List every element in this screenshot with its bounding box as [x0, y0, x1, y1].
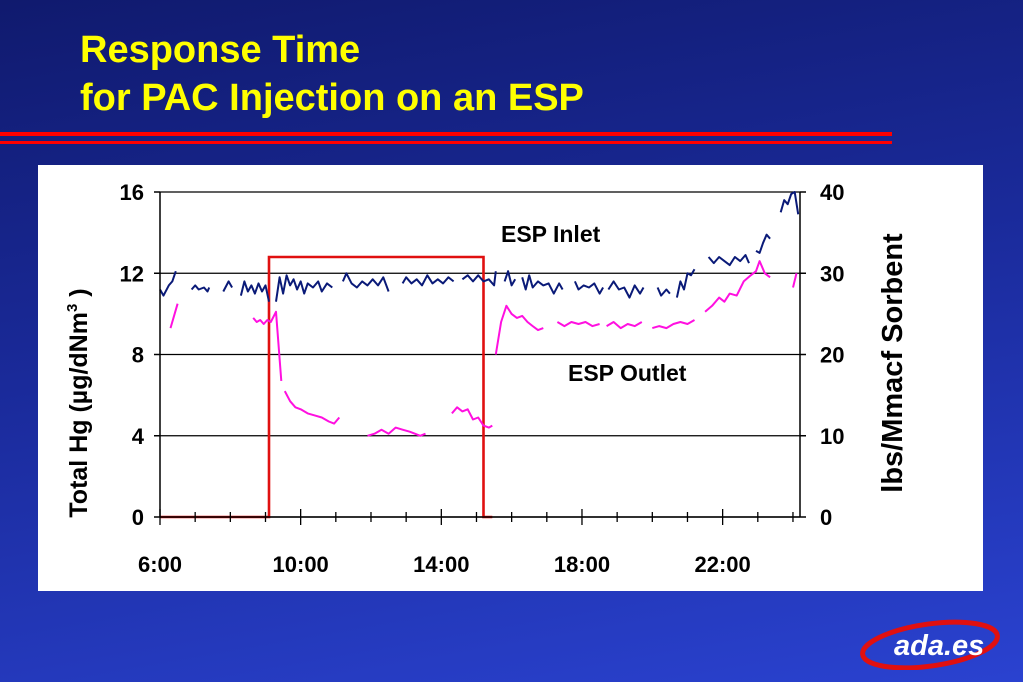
esp-outlet-line-segment [367, 426, 426, 437]
esp-inlet-line-segment [461, 271, 497, 287]
x-tick-label: 22:00 [694, 552, 750, 577]
y-axis-title-end: ) [65, 288, 93, 303]
esp-outlet-line-segment [556, 321, 600, 328]
y-tick-label: 0 [132, 505, 144, 530]
y2-tick-label: 40 [820, 180, 844, 205]
y2-axis-title: lbs/Mmacf Sorbent [877, 233, 909, 493]
esp-inlet-line-segment [755, 233, 771, 254]
gridlines [160, 191, 800, 518]
esp-inlet-line-segment [159, 270, 177, 297]
esp-inlet-line-segment [779, 191, 800, 215]
chart-panel: 0 4 8 12 16 0 10 20 30 40 6:00 10:00 14:00 18:00 22:00… [38, 165, 983, 591]
y-axis-title-main: Total Hg (µg/dNm [65, 312, 93, 518]
esp-outlet-line-segment [704, 260, 771, 313]
esp-inlet-line-segment [275, 274, 333, 302]
esp-inlet-line-segment [573, 280, 604, 295]
y-axis-title: Total Hg (µg/dNm3 ) [64, 288, 93, 517]
title-rule-top [0, 132, 892, 136]
y-tick-label: 4 [132, 424, 145, 449]
esp-outlet-label: ESP Outlet [568, 360, 687, 386]
esp-inlet-line-segment [503, 270, 517, 287]
x-tick-label: 14:00 [413, 552, 469, 577]
chart: 0 4 8 12 16 0 10 20 30 40 6:00 10:00 14:00 18:00 22:00… [64, 180, 909, 577]
sorbent-line [160, 255, 493, 519]
esp-outlet-line-segment [792, 273, 798, 288]
esp-inlet-line-segment [521, 274, 564, 295]
y2-tick-label: 0 [820, 505, 832, 530]
esp-inlet-line-segment [190, 284, 211, 293]
esp-outlet-line-segment [283, 390, 341, 425]
esp-inlet-line-segment [239, 280, 270, 302]
slide-title: Response Time for PAC Injection on an ES… [80, 26, 584, 122]
title-line-2: for PAC Injection on an ESP [80, 77, 584, 119]
y-tick-label: 16 [120, 180, 144, 205]
esp-inlet-line-segment [401, 274, 455, 287]
esp-outlet-line-segment [652, 319, 695, 330]
esp-inlet-label: ESP Inlet [501, 221, 601, 247]
tick-labels: 0 4 8 12 16 0 10 20 30 40 6:00 10:00 14:00 18:00 22:00 [120, 180, 845, 577]
company-logo: ada.es [860, 619, 1000, 670]
esp-outlet-line-segment [606, 321, 643, 330]
y-axis-title-sup: 3 [64, 304, 81, 312]
esp-inlet-line-segment [222, 280, 233, 292]
esp-inlet-line-segment [675, 268, 696, 298]
esp-inlet-line-segment [607, 280, 645, 299]
esp-outlet-line-segment [252, 310, 283, 381]
title-rule-bottom [0, 141, 892, 144]
esp-outlet-line-segment [494, 304, 544, 355]
y2-tick-label: 10 [820, 424, 844, 449]
esp-inlet-line-segment [341, 272, 390, 292]
axes [154, 191, 806, 525]
x-tick-label: 18:00 [554, 552, 610, 577]
esp-outlet-line-segment [451, 406, 493, 429]
y2-tick-label: 20 [820, 343, 844, 368]
logo-swoosh [860, 619, 1000, 670]
y2-tick-label: 30 [820, 261, 844, 286]
esp-outlet-line-segment [169, 303, 179, 329]
x-tick-label: 6:00 [138, 552, 182, 577]
logo-text: ada.es [894, 630, 984, 662]
x-tick-label: 10:00 [273, 552, 329, 577]
y-tick-label: 8 [132, 343, 144, 368]
esp-inlet-line-segment [707, 254, 750, 267]
y-tick-label: 12 [120, 261, 144, 286]
esp-inlet-line-segment [656, 287, 671, 297]
title-line-1: Response Time [80, 29, 361, 71]
